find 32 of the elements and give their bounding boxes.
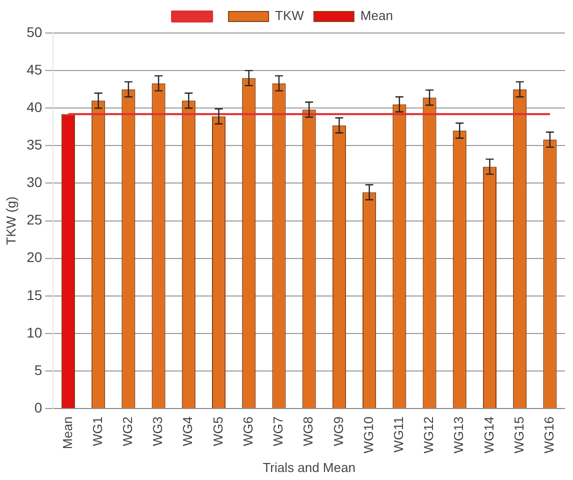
y-tick-label: 45 xyxy=(26,61,42,78)
x-tick-label: WG10 xyxy=(360,416,376,454)
y-tick-label: 5 xyxy=(34,362,42,378)
x-axis-title: Trials and Mean xyxy=(262,460,356,475)
x-tick-label: WG2 xyxy=(120,416,136,446)
x-tick-label: WG6 xyxy=(240,416,256,446)
x-tick-label: WG1 xyxy=(90,416,105,446)
y-tick-label: 30 xyxy=(26,174,42,190)
y-tick-label: 25 xyxy=(26,212,42,228)
y-tick-label: 10 xyxy=(26,324,42,340)
x-tick-label: WG3 xyxy=(150,416,166,446)
x-tick-label: WG11 xyxy=(390,416,406,452)
legend-label: TKW xyxy=(275,8,305,24)
x-tick-label: WG12 xyxy=(421,416,436,454)
x-tick-label: WG8 xyxy=(300,416,316,446)
x-tick-label: Mean xyxy=(60,416,75,450)
x-tick-label: WG9 xyxy=(330,416,346,446)
legend-label: Mean xyxy=(360,8,393,24)
x-tick-label: WG5 xyxy=(210,416,226,446)
y-tick-label: 35 xyxy=(26,136,42,153)
x-tick-label: WG15 xyxy=(511,416,526,454)
x-tick-label: WG4 xyxy=(180,416,196,446)
x-tick-label: WG13 xyxy=(451,416,466,454)
y-tick-label: 50 xyxy=(26,24,42,40)
y-tick-label: 15 xyxy=(26,286,42,303)
y-tick-label: 20 xyxy=(26,249,42,266)
y-tick-label: 0 xyxy=(34,399,42,416)
y-axis-title: TKW (g) xyxy=(3,196,18,245)
x-tick-label: WG14 xyxy=(481,416,496,454)
y-tick-label: 40 xyxy=(26,98,42,115)
x-tick-label: WG16 xyxy=(542,416,557,454)
x-tick-label: WG7 xyxy=(270,416,286,446)
